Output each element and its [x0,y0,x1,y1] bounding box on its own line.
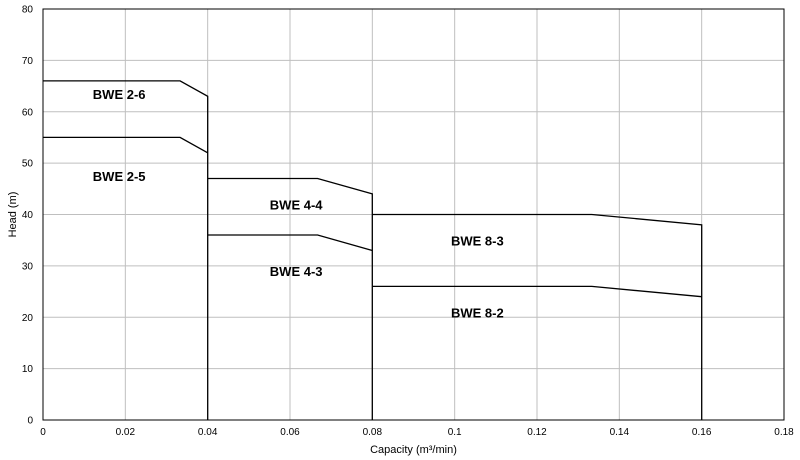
y-tick-label: 60 [22,107,34,118]
series-line [372,285,702,298]
y-axis-title: Head (m) [7,192,19,238]
x-tick-label: 0.14 [610,427,630,438]
x-tick-label: 0 [40,427,46,438]
y-tick-label: 70 [22,56,34,67]
y-tick-label: 40 [22,210,34,221]
x-tick-label: 0.04 [198,427,218,438]
y-tick-label: 80 [22,5,34,16]
y-tick-label: 20 [22,313,34,324]
series-line [43,136,209,154]
y-tick-label: 0 [27,416,33,427]
x-axis-title: Capacity (m³/min) [370,444,457,456]
tick-label-layer: 0 0.02 0.04 0.06 0.08 0.1 0.12 0.14 0.16 0.18 0 10 2… [22,5,794,439]
x-tick-label: 0.16 [692,427,712,438]
series-label: BWE 8-3 [451,233,504,248]
x-tick-label: 0.02 [116,427,136,438]
series-label: BWE 2-6 [93,87,146,102]
series-label: BWE 2-5 [93,169,146,184]
x-tick-label: 0.1 [448,427,462,438]
series-line [372,213,703,420]
x-tick-label: 0.12 [527,427,547,438]
series-label: BWE 4-4 [270,197,324,212]
series-line [207,234,373,252]
x-tick-label: 0.18 [774,427,794,438]
y-tick-label: 30 [22,261,34,272]
series-label: BWE 4-3 [270,264,323,279]
curve-layer [43,80,703,420]
y-tick-label: 10 [22,364,34,375]
series-line [207,177,373,420]
series-label: BWE 8-2 [451,305,504,320]
x-tick-label: 0.06 [280,427,300,438]
series-line [43,80,209,420]
plot-frame [42,8,785,421]
x-tick-label: 0.08 [363,427,383,438]
y-tick-label: 50 [22,159,34,170]
series-label-layer: BWE 2-6 BWE 2-5 BWE 4-4 BWE 4-3 BWE 8-3 BWE 8… [93,87,504,320]
